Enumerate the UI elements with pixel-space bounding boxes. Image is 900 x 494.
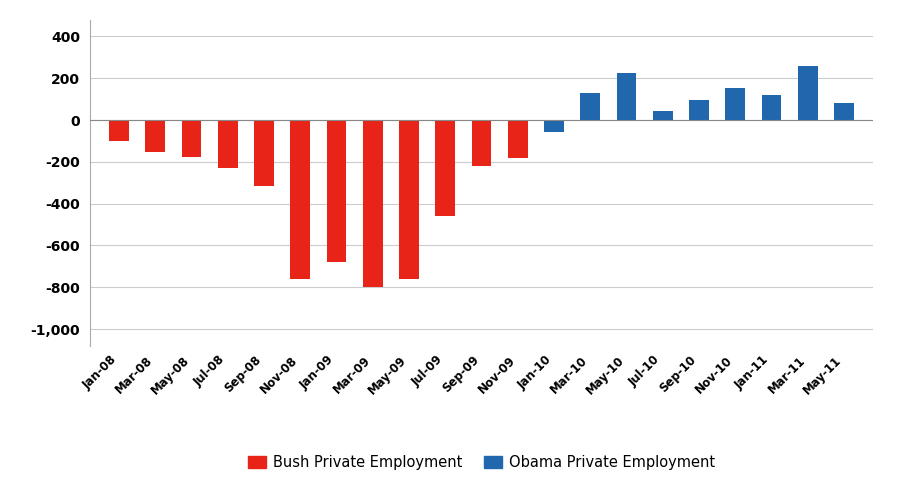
Bar	[472, 120, 491, 166]
Bar	[544, 120, 564, 131]
Bar	[254, 120, 274, 186]
Bar	[399, 120, 419, 279]
Bar	[109, 120, 129, 141]
Bar	[797, 66, 818, 120]
Bar	[834, 103, 854, 120]
Bar	[436, 120, 455, 216]
Bar	[327, 120, 346, 262]
Bar	[291, 120, 310, 279]
Bar	[182, 120, 202, 157]
Bar	[689, 100, 709, 120]
Bar	[145, 120, 166, 153]
Bar	[580, 93, 600, 120]
Bar	[363, 120, 382, 288]
Bar	[508, 120, 527, 158]
Bar	[652, 111, 672, 120]
Legend: Bush Private Employment, Obama Private Employment: Bush Private Employment, Obama Private E…	[242, 449, 721, 475]
Bar	[725, 88, 745, 120]
Bar	[761, 95, 781, 120]
Bar	[616, 73, 636, 120]
Bar	[218, 120, 238, 168]
